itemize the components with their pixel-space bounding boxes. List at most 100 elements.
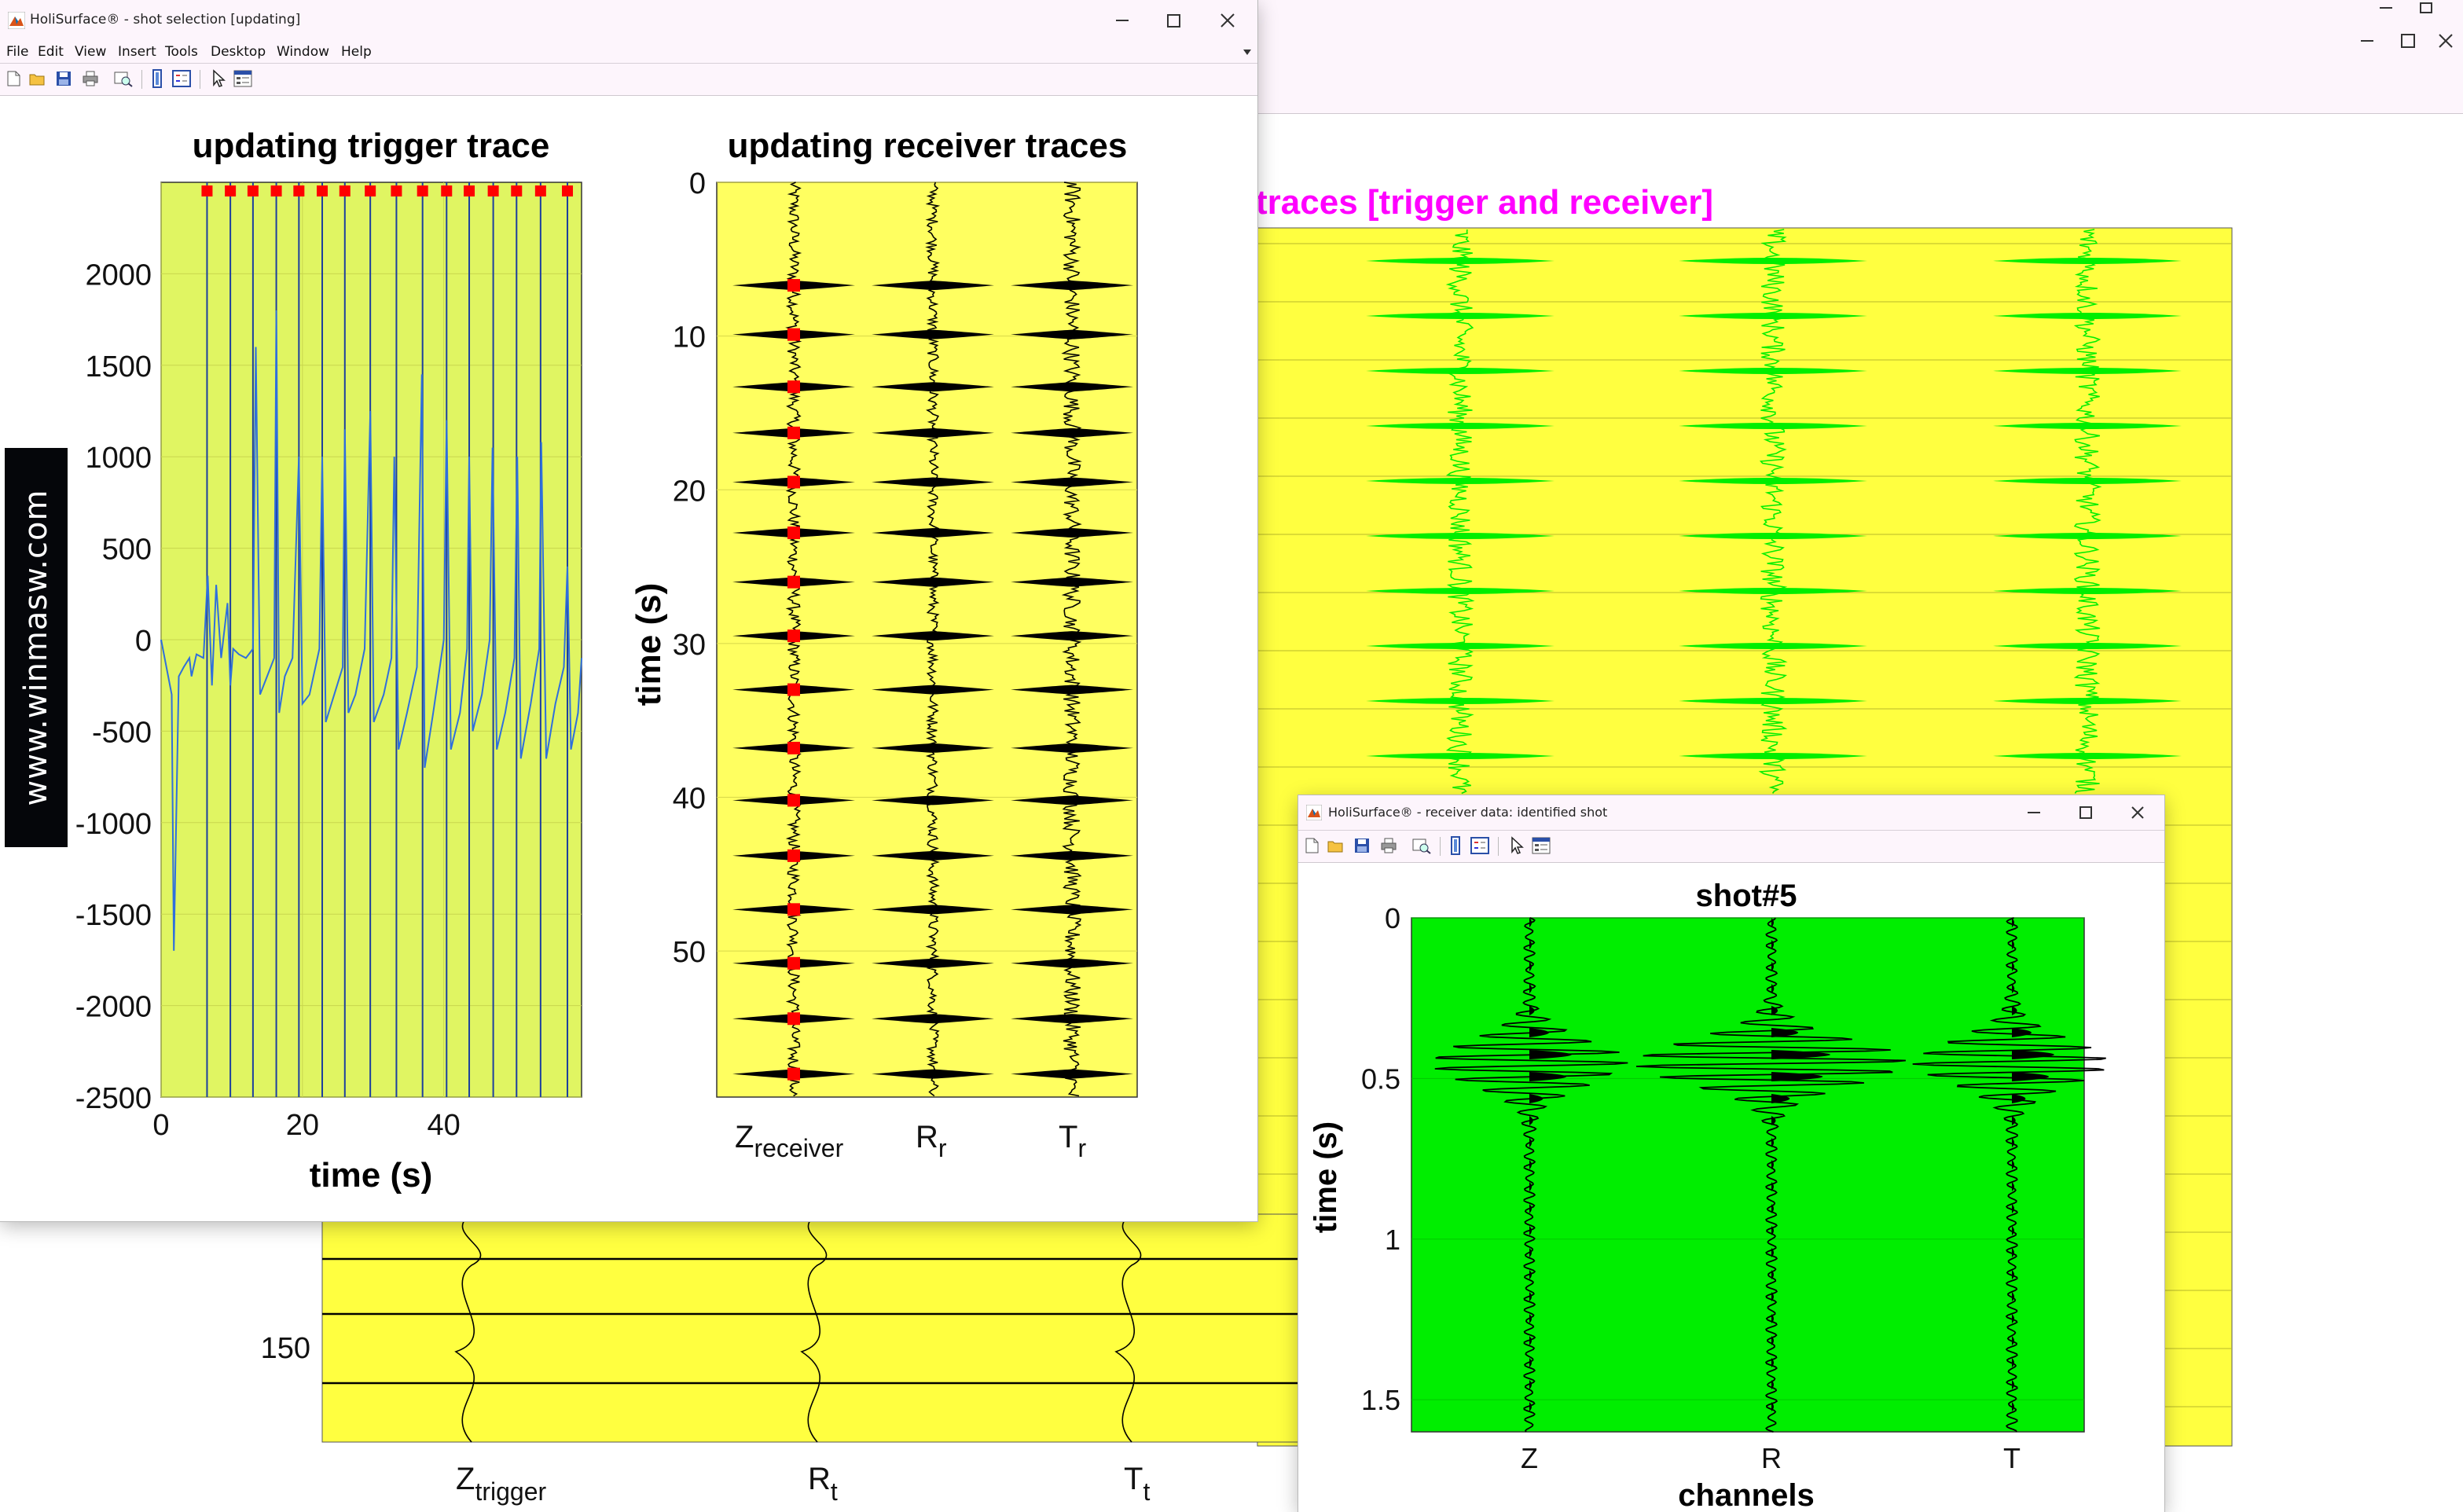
background-figure-title: traces [trigger and receiver]	[1256, 183, 1713, 222]
shot5-wiggle-fill	[2012, 1270, 2014, 1279]
receiver-shot-burst	[1011, 684, 1133, 695]
menu-window[interactable]: Window	[277, 44, 330, 60]
trigger-shot-marker	[339, 185, 351, 196]
shot5-traces	[1434, 917, 2106, 1433]
trigger-shot-marker	[201, 185, 213, 196]
trigger-y-tick-label: 2000	[85, 259, 152, 292]
trigger-y-tick-label: -1000	[75, 808, 152, 841]
shot5-wiggle-fill	[1771, 1028, 1799, 1037]
maximize-button[interactable]	[2068, 798, 2103, 827]
print-icon[interactable]	[82, 70, 99, 87]
trigger-shot-marker	[441, 185, 453, 196]
colorbar-icon[interactable]	[1448, 836, 1463, 855]
shot5-x-tick-label: Z	[1521, 1442, 1538, 1474]
trigger-x-ticks: 0 20 40	[152, 1109, 460, 1142]
receiver-shot-marker	[787, 1012, 800, 1026]
shot5-wiggle-fill	[2012, 918, 2014, 927]
shot5-wiggle-fill	[1529, 1292, 1532, 1301]
receiver-shot-burst	[872, 958, 994, 968]
receiver-shot-burst	[1011, 1014, 1133, 1024]
shot-figure-toolbar	[1298, 830, 2164, 863]
receiver-shot-burst	[872, 1014, 994, 1024]
identified-shot-titlebar[interactable]: HoliSurface® - receiver data: identified…	[1298, 795, 2164, 830]
property-editor-icon[interactable]	[233, 69, 253, 88]
menu-help[interactable]: Help	[341, 44, 372, 60]
shot5-y-tick-label: 1	[1385, 1224, 1400, 1256]
close-button[interactable]	[2120, 798, 2155, 827]
close-button[interactable]	[1210, 6, 1245, 35]
shot5-wiggle-fill	[1771, 1380, 1774, 1389]
shot5-wiggle-fill	[1529, 1028, 1549, 1037]
menu-file[interactable]: File	[6, 44, 29, 60]
background-lower-axes	[321, 1213, 1305, 1443]
receiver-shot-burst	[872, 382, 994, 392]
minimize-button[interactable]	[1105, 6, 1140, 35]
background-green-burst	[1366, 753, 1555, 759]
trigger-shot-marker	[365, 185, 376, 196]
shot5-wiggle-fill	[2012, 1182, 2014, 1191]
open-file-icon[interactable]	[1327, 837, 1344, 854]
shot5-wiggle-fill	[1529, 1402, 1532, 1411]
shot-selection-titlebar[interactable]: HoliSurface® - shot selection [updating]	[0, 0, 1257, 41]
menu-desktop[interactable]: Desktop	[211, 44, 266, 60]
shot5-wiggle-fill	[1771, 984, 1775, 993]
legend-icon[interactable]	[1470, 836, 1490, 855]
legend-icon[interactable]	[171, 69, 192, 88]
shot5-wiggle-fill	[2012, 984, 2015, 993]
pointer-icon[interactable]	[1509, 836, 1525, 855]
menu-view[interactable]: View	[75, 44, 107, 60]
menu-edit[interactable]: Edit	[38, 44, 64, 60]
background-green-burst	[1993, 753, 2182, 759]
receiver-shot-burst	[1011, 958, 1133, 968]
shot5-wiggle-fill	[1529, 984, 1532, 993]
receiver-shot-burst	[1011, 428, 1133, 438]
watermark-banner: www.winmasw.com	[5, 448, 68, 847]
background-green-burst	[1366, 588, 1555, 594]
new-file-icon[interactable]	[5, 70, 22, 87]
receiver-shot-marker	[787, 849, 800, 862]
open-file-icon[interactable]	[28, 70, 46, 87]
receiver-channel-label-z: Zreceiver	[735, 1120, 844, 1162]
print-preview-icon[interactable]	[113, 70, 134, 87]
background-green-burst	[1679, 643, 1867, 649]
pointer-icon[interactable]	[211, 69, 226, 88]
shot5-wiggle-fill	[2012, 1358, 2014, 1367]
background-lower-traces	[322, 1213, 1305, 1443]
shot5-wiggle-fill	[1529, 940, 1532, 949]
minimize-button[interactable]	[2017, 798, 2051, 827]
new-file-icon[interactable]	[1303, 837, 1320, 854]
background-green-burst	[1993, 588, 2182, 594]
background-window-controls	[2306, 0, 2463, 63]
shot5-wiggle-fill	[2012, 1336, 2014, 1345]
receiver-y-tick-label: 10	[673, 321, 706, 354]
shot5-wiggle-fill	[1771, 1094, 1790, 1103]
menubar-dock-arrow-icon[interactable]	[1242, 46, 1253, 57]
receiver-shot-burst	[872, 329, 994, 339]
background-green-burst	[1366, 313, 1555, 319]
colorbar-icon[interactable]	[149, 69, 165, 88]
shot5-wiggle-fill	[2012, 1402, 2014, 1411]
property-editor-icon[interactable]	[1531, 836, 1551, 855]
identified-shot-title: HoliSurface® - receiver data: identified…	[1328, 805, 1608, 820]
trigger-y-tick-label: -1500	[75, 899, 152, 932]
background-window-buttons[interactable]	[2306, 0, 2463, 63]
save-icon[interactable]	[1353, 837, 1371, 854]
background-green-burst	[1679, 368, 1867, 374]
background-green-burst	[1366, 478, 1555, 484]
maximize-button[interactable]	[1157, 6, 1191, 35]
save-icon[interactable]	[55, 70, 72, 87]
shot5-x-tick-label: T	[2003, 1442, 2021, 1474]
shot5-plot-title: shot#5	[1696, 879, 1797, 913]
toolbar-separator	[1440, 837, 1441, 856]
print-icon[interactable]	[1380, 837, 1397, 854]
shot5-wiggle-fill	[2012, 1116, 2016, 1125]
menu-tools[interactable]: Tools	[165, 44, 198, 60]
receiver-channel-label-r: Rr	[916, 1120, 947, 1162]
menu-insert[interactable]: Insert	[118, 44, 156, 60]
shot5-wiggle-fill	[1529, 1116, 1533, 1125]
identified-shot-window: HoliSurface® - receiver data: identified…	[1298, 795, 2164, 1512]
shot5-wiggle-fill	[1529, 1138, 1532, 1147]
receiver-channel-label-t: Tr	[1059, 1120, 1086, 1162]
print-preview-icon[interactable]	[1411, 837, 1432, 854]
receiver-shot-marker	[787, 683, 800, 696]
